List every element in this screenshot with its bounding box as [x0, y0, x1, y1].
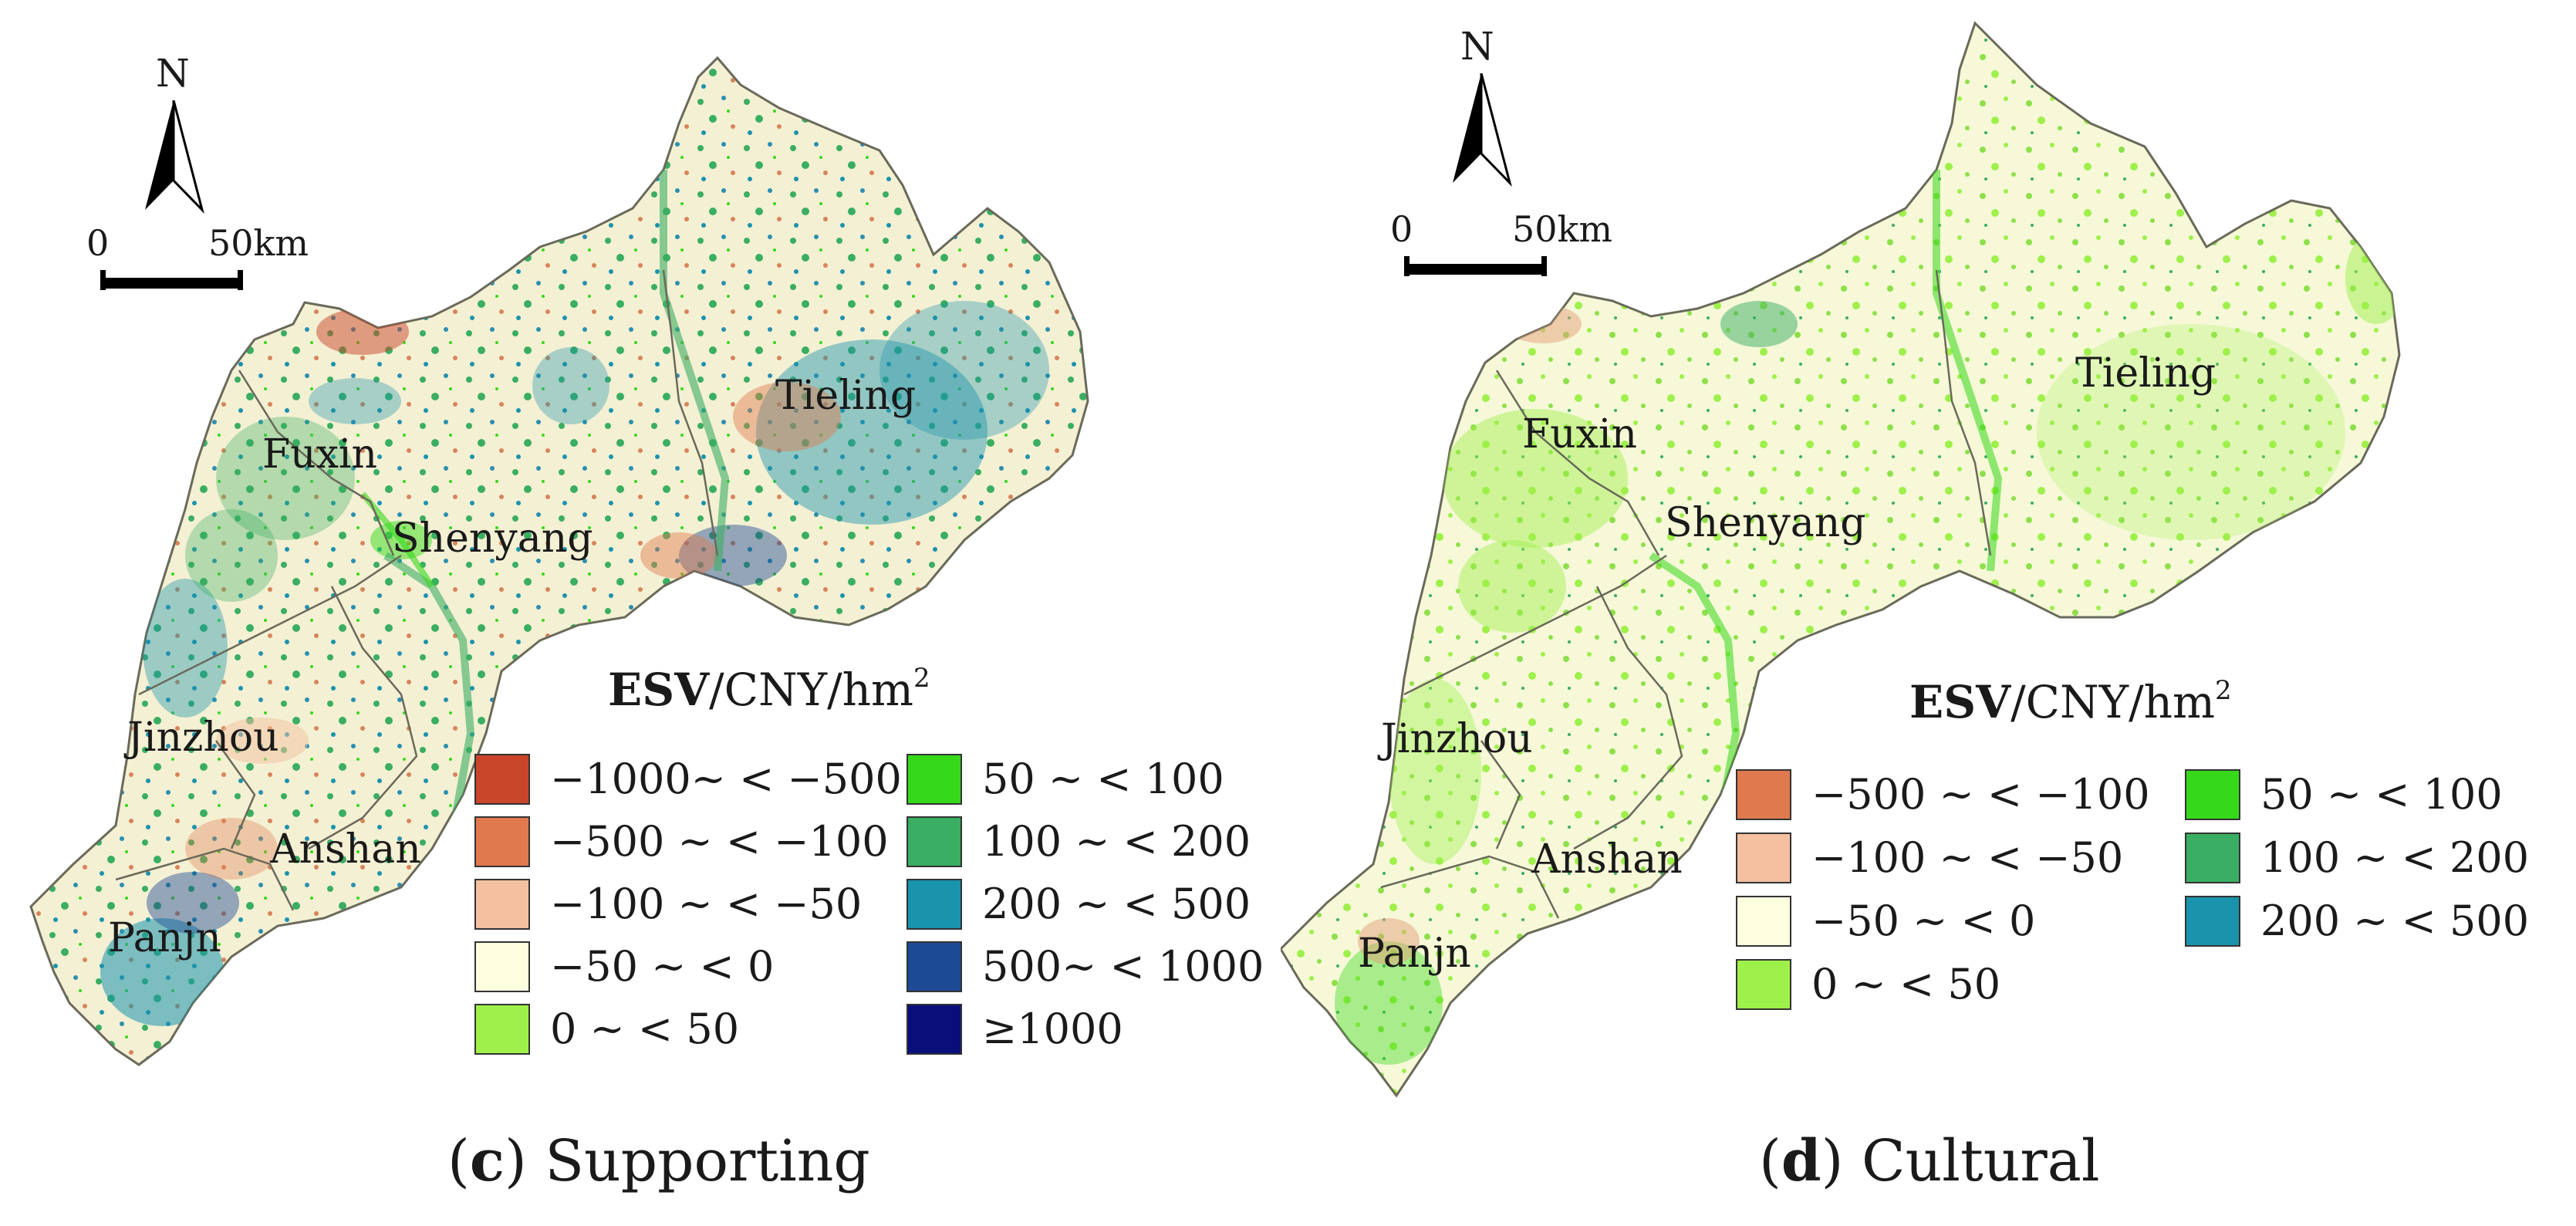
- legend-swatch: [2185, 833, 2240, 883]
- legend-item: 50 ~ < 100: [906, 751, 1308, 808]
- legend-label: −50 ~ < 0: [1811, 897, 2036, 945]
- legend-item: 100 ~ < 200: [906, 813, 1308, 870]
- legend-label: −1000~ < −500: [550, 755, 902, 803]
- scale-bar: 0 50km: [85, 216, 309, 301]
- legend-title-bold: ESV: [608, 664, 710, 716]
- legend-swatch: [474, 1004, 530, 1055]
- scale-end: 50km: [1512, 208, 1613, 250]
- legend-label: −100 ~ < −50: [550, 880, 863, 928]
- scale-line: [100, 278, 243, 289]
- legend-label: 100 ~ < 200: [2260, 833, 2530, 882]
- scale-start: 0: [86, 222, 110, 264]
- caption-name: Cultural: [1862, 1128, 2100, 1194]
- city-label-panjn: Panjn: [108, 915, 221, 961]
- scale-start: 0: [1390, 208, 1413, 250]
- legend-swatch: [906, 879, 962, 930]
- legend-swatch: [906, 754, 962, 805]
- legend-title-sup: 2: [2214, 675, 2232, 706]
- legend-item: −50 ~ < 0: [1736, 893, 2137, 950]
- legend-label: −500 ~ < −100: [1811, 770, 2150, 819]
- esv-patches: [100, 170, 1049, 1026]
- legend-item: 500~ < 1000: [906, 938, 1308, 995]
- legend-label: 0 ~ < 50: [550, 1005, 740, 1053]
- legend-item: 200 ~ < 500: [906, 876, 1308, 933]
- city-label-anshan: Anshan: [1531, 836, 1683, 883]
- legend-label: −500 ~ < −100: [550, 817, 889, 866]
- scale-bar: 0 50km: [1389, 202, 1612, 287]
- legend-label: ≥1000: [982, 1005, 1123, 1053]
- legend-item: −50 ~ < 0: [474, 938, 876, 995]
- legend-item: −100 ~ < −50: [474, 876, 876, 933]
- city-label-panjn: Panjn: [1358, 930, 1471, 977]
- legend-label: 200 ~ < 500: [2260, 897, 2530, 945]
- city-label-fuxin: Fuxin: [262, 431, 378, 478]
- north-label: N: [1460, 24, 1494, 69]
- legend-swatch: [1736, 833, 1791, 883]
- legend-label: −50 ~ < 0: [550, 942, 775, 991]
- legend-swatch: [906, 1004, 962, 1055]
- legend-title-unit: /CNY/hm: [2010, 676, 2215, 728]
- legend-item: ≥1000: [906, 1001, 1308, 1058]
- city-label-jinzhou: Jinzhou: [127, 714, 279, 761]
- legend-swatch: [2185, 769, 2240, 820]
- legend-item: 0 ~ < 50: [474, 1001, 876, 1058]
- map-cultural: [1281, 22, 2401, 1097]
- city-label-tieling: Tieling: [775, 373, 917, 419]
- panel-supporting: N 0 50km Tieling Fuxin Shenyang Jinzhou …: [0, 0, 1281, 1226]
- legend-swatch: [474, 941, 530, 992]
- legend-item: −500 ~ < −100: [474, 813, 889, 870]
- legend-title-unit: /CNY/hm: [709, 664, 913, 716]
- legend-title: ESV/CNY/hm2: [1909, 677, 2232, 724]
- scale-end: 50km: [208, 222, 309, 264]
- legend-item: −1000~ < −500: [474, 751, 902, 808]
- legend-swatch: [2185, 896, 2240, 947]
- city-label-tieling: Tieling: [2075, 350, 2216, 397]
- legend-swatch: [1736, 896, 1791, 947]
- map-supporting: [29, 56, 1089, 1066]
- legend-label: 500~ < 1000: [982, 942, 1264, 991]
- caption-letter: c: [469, 1128, 505, 1194]
- esv-patches: [1335, 170, 2399, 1065]
- caption-name: Supporting: [545, 1128, 870, 1194]
- legend-label: 0 ~ < 50: [1811, 960, 2001, 1008]
- legend-swatch: [474, 754, 530, 805]
- legend-label: 200 ~ < 500: [982, 880, 1251, 928]
- north-arrow-icon: [145, 100, 204, 214]
- north-arrow-icon: [1453, 73, 1512, 187]
- scale-line: [1404, 264, 1547, 275]
- legend-swatch: [906, 816, 962, 867]
- legend-swatch: [474, 816, 530, 867]
- legend-label: 50 ~ < 100: [982, 755, 1224, 803]
- north-arrow: N: [131, 54, 216, 216]
- city-label-shenyang: Shenyang: [392, 515, 593, 562]
- city-label-fuxin: Fuxin: [1522, 411, 1638, 458]
- panel-cultural: N 0 50km Tieling Fuxin Shenyang Jinzhou …: [1281, 0, 2576, 1226]
- city-label-jinzhou: Jinzhou: [1381, 716, 1533, 762]
- legend-label: 50 ~ < 100: [2260, 770, 2503, 819]
- legend-item: 50 ~ < 100: [2185, 766, 2576, 823]
- legend-swatch: [1736, 769, 1791, 820]
- legend-item: 0 ~ < 50: [1736, 956, 2137, 1013]
- legend-swatch: [1736, 959, 1791, 1010]
- legend-swatch: [474, 879, 530, 930]
- legend-swatch: [906, 941, 962, 992]
- city-label-anshan: Anshan: [270, 826, 421, 873]
- north-arrow: N: [1439, 27, 1524, 204]
- caption-letter: d: [1781, 1128, 1821, 1194]
- city-label-shenyang: Shenyang: [1665, 500, 1866, 546]
- legend-item: −500 ~ < −100: [1736, 766, 2150, 823]
- legend-title-sup: 2: [913, 663, 930, 694]
- legend-item: −100 ~ < −50: [1736, 829, 2137, 887]
- north-label: N: [156, 51, 190, 96]
- legend-label: −100 ~ < −50: [1811, 833, 2124, 882]
- legend-label: 100 ~ < 200: [982, 817, 1251, 866]
- legend-item: 200 ~ < 500: [2185, 893, 2576, 950]
- panel-caption: (d) Cultural: [1759, 1128, 2100, 1194]
- legend-title: ESV/CNY/hm2: [608, 665, 930, 712]
- panel-caption: (c) Supporting: [447, 1128, 870, 1194]
- legend-title-bold: ESV: [1909, 676, 2011, 728]
- legend-item: 100 ~ < 200: [2185, 829, 2576, 887]
